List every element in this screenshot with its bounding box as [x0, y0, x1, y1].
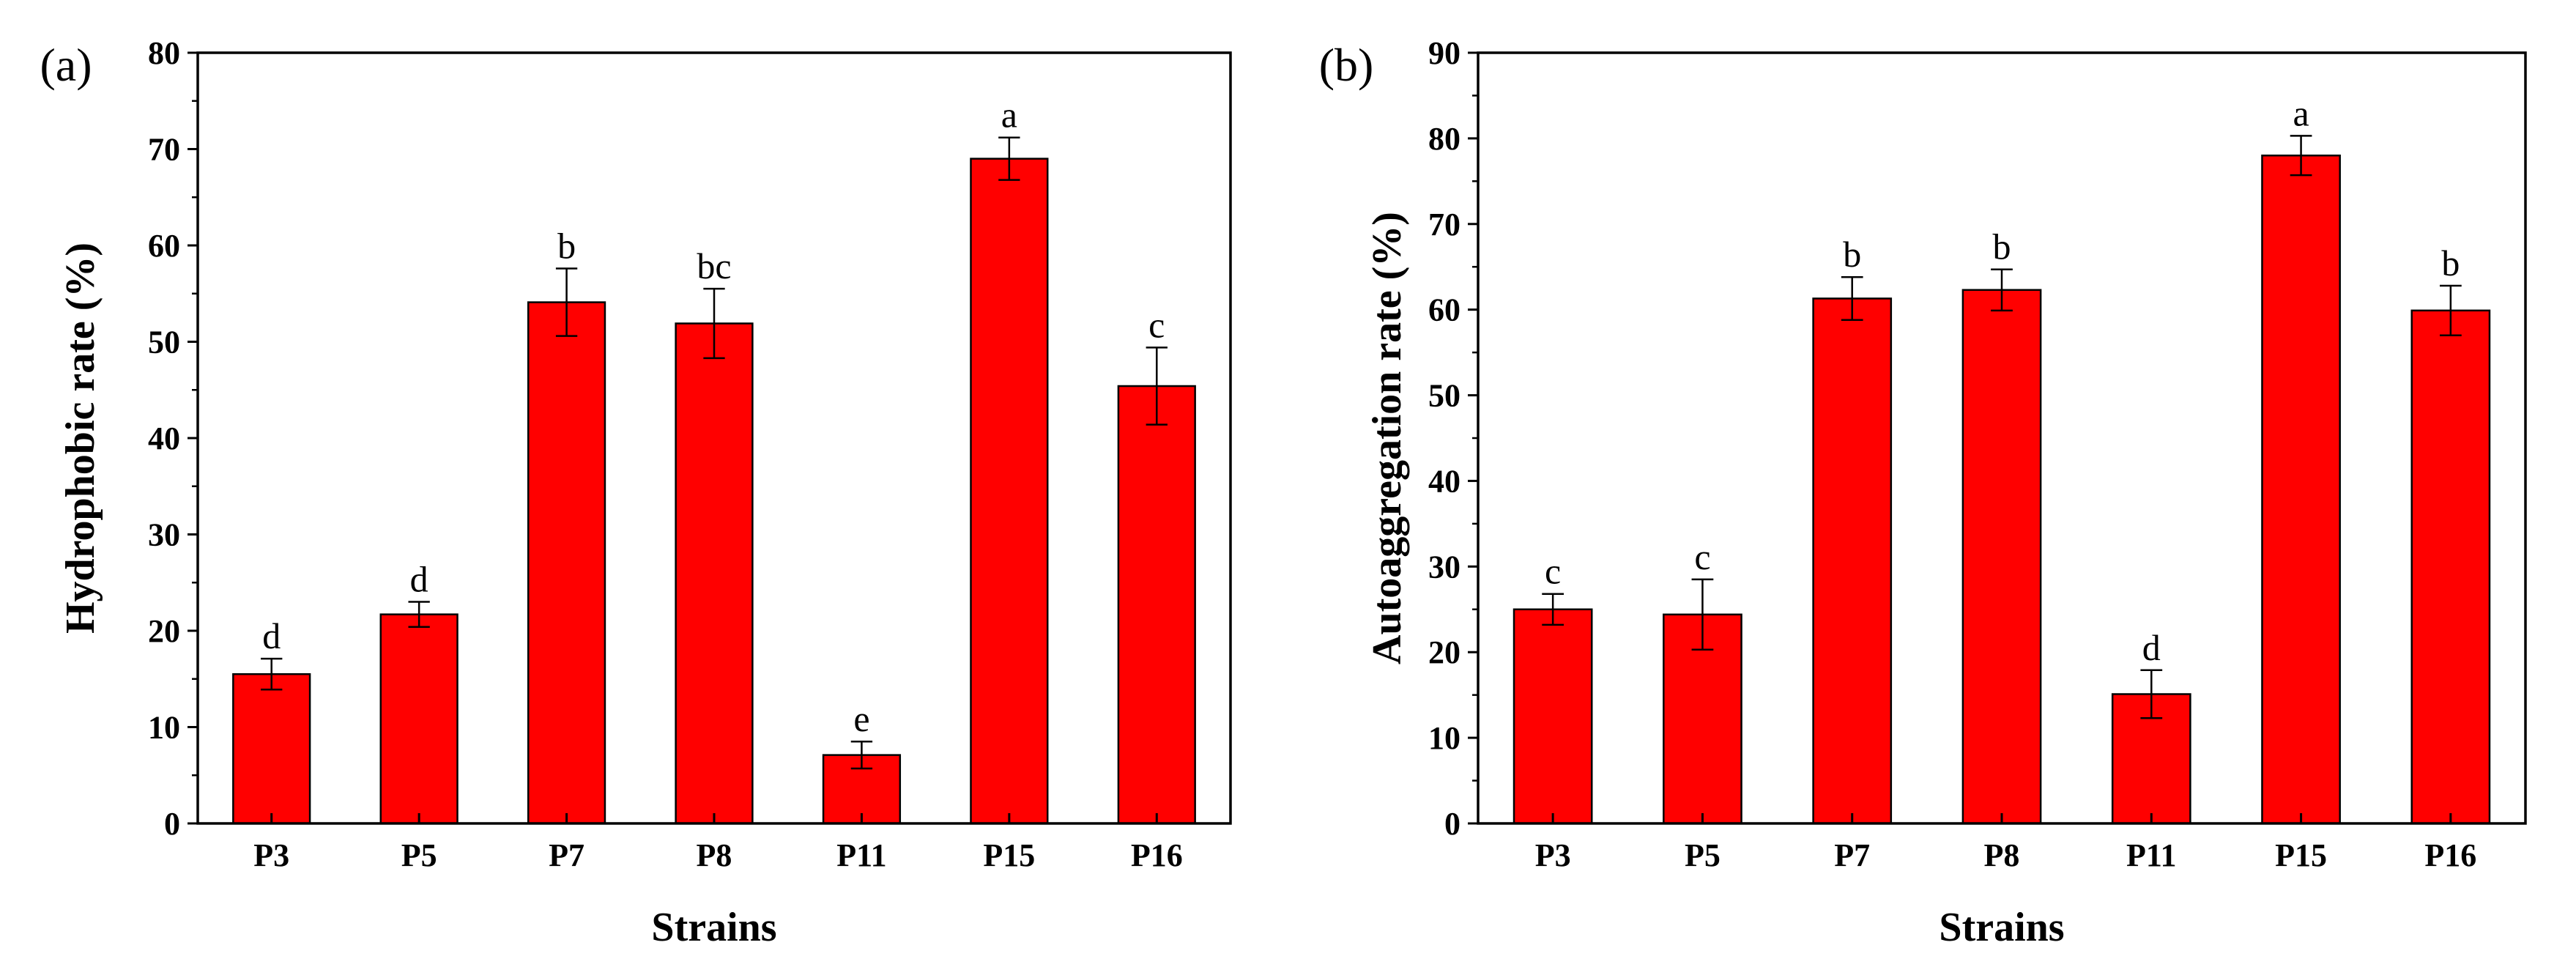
error-bar-p11: [850, 740, 873, 770]
panel-label: (a): [40, 39, 92, 91]
y-tick-label: 50: [1428, 378, 1460, 414]
significance-label: b: [1843, 234, 1861, 275]
x-tick-label: P15: [2275, 837, 2327, 873]
y-tick-label: 40: [1428, 463, 1460, 499]
y-tick-label: 40: [148, 421, 180, 456]
error-bar-p8: [703, 287, 725, 360]
plot-frame: [196, 51, 1232, 825]
significance-label: d: [262, 615, 281, 656]
error-bar-p15: [998, 136, 1020, 181]
chart-panel-a: d P3 d P5 b P7 bc P8 e P11 a P15 c P16 0 10 20 30 40 50 60 70…: [40, 35, 1232, 950]
plot-frame: [1477, 51, 2527, 825]
y-tick-label: 60: [148, 228, 180, 264]
significance-label: b: [557, 226, 576, 267]
significance-label: c: [1148, 304, 1165, 345]
x-tick-label: P3: [253, 837, 289, 873]
bar-p7: [527, 301, 606, 825]
bar-p3: [1512, 608, 1593, 825]
y-tick-label: 50: [148, 325, 180, 360]
error-bar-p3: [261, 657, 283, 691]
bar-p8: [675, 322, 754, 825]
error-bar-p8: [1991, 268, 2013, 312]
x-tick-label: P3: [1535, 837, 1571, 873]
error-bar-p15: [2290, 135, 2312, 177]
x-tick-label: P7: [549, 837, 584, 873]
bar-p16: [1117, 385, 1196, 825]
error-bar-p5: [408, 601, 430, 628]
x-axis-title: Strains: [1939, 905, 2064, 950]
x-tick-label: P11: [836, 837, 886, 873]
y-tick-label: 0: [1444, 806, 1460, 842]
panel-label: (b): [1319, 39, 1374, 91]
significance-label: d: [2142, 627, 2161, 668]
y-tick-label: 10: [148, 710, 180, 746]
y-tick-label: 30: [148, 517, 180, 553]
bar-p7: [1812, 297, 1893, 825]
bar-p3: [232, 673, 311, 825]
error-bar-p7: [555, 267, 578, 337]
significance-label: a: [2293, 92, 2309, 133]
y-axis-title: Autoaggregation rate (%): [1365, 212, 1410, 664]
x-tick-label: P5: [1685, 837, 1721, 873]
x-tick-label: P15: [983, 837, 1035, 873]
y-tick-label: 70: [148, 132, 180, 168]
x-tick-label: P11: [2126, 837, 2176, 873]
error-bar-p16: [1146, 347, 1168, 426]
error-bar-p16: [2439, 284, 2462, 336]
y-tick-label: 0: [164, 806, 180, 842]
y-tick-label: 80: [148, 35, 180, 71]
significance-label: c: [1694, 536, 1710, 577]
error-bar-p5: [1691, 578, 1714, 651]
x-tick-label: P7: [1834, 837, 1870, 873]
x-tick-label: P16: [2424, 837, 2476, 873]
error-bar-p11: [2140, 669, 2163, 719]
y-tick-label: 70: [1428, 207, 1460, 242]
x-tick-label: P5: [401, 837, 437, 873]
x-tick-label: P8: [697, 837, 732, 873]
x-tick-label: P16: [1131, 837, 1183, 873]
y-tick-label: 10: [1428, 720, 1460, 756]
x-axis-title: Strains: [651, 905, 776, 950]
bar-p8: [1961, 289, 2042, 825]
chart-panel-b: c P3 c P5 b P7 b P8 d P11 a P15 b P16 0 10 20 30 40 50 60 70 8…: [1319, 35, 2527, 950]
y-tick-label: 60: [1428, 292, 1460, 328]
error-bar-p3: [1542, 593, 1564, 626]
y-tick-label: 20: [148, 613, 180, 649]
y-tick-label: 90: [1428, 35, 1460, 71]
y-tick-label: 20: [1428, 634, 1460, 670]
y-axis-title: Hydrophobic rate (%): [58, 242, 103, 634]
significance-label: b: [1993, 226, 2011, 267]
bar-p15: [2261, 155, 2341, 825]
significance-label: b: [2441, 242, 2460, 284]
bar-p5: [379, 613, 459, 825]
significance-label: c: [1545, 551, 1561, 592]
significance-label: d: [410, 559, 428, 600]
x-tick-label: P8: [1984, 837, 2020, 873]
y-tick-label: 30: [1428, 549, 1460, 585]
bar-p15: [970, 158, 1049, 825]
significance-label: a: [1001, 95, 1017, 136]
y-tick-label: 80: [1428, 121, 1460, 157]
significance-label: e: [853, 698, 869, 739]
error-bar-p7: [1841, 275, 1863, 321]
significance-label: bc: [697, 245, 731, 286]
bar-p16: [2410, 309, 2491, 825]
